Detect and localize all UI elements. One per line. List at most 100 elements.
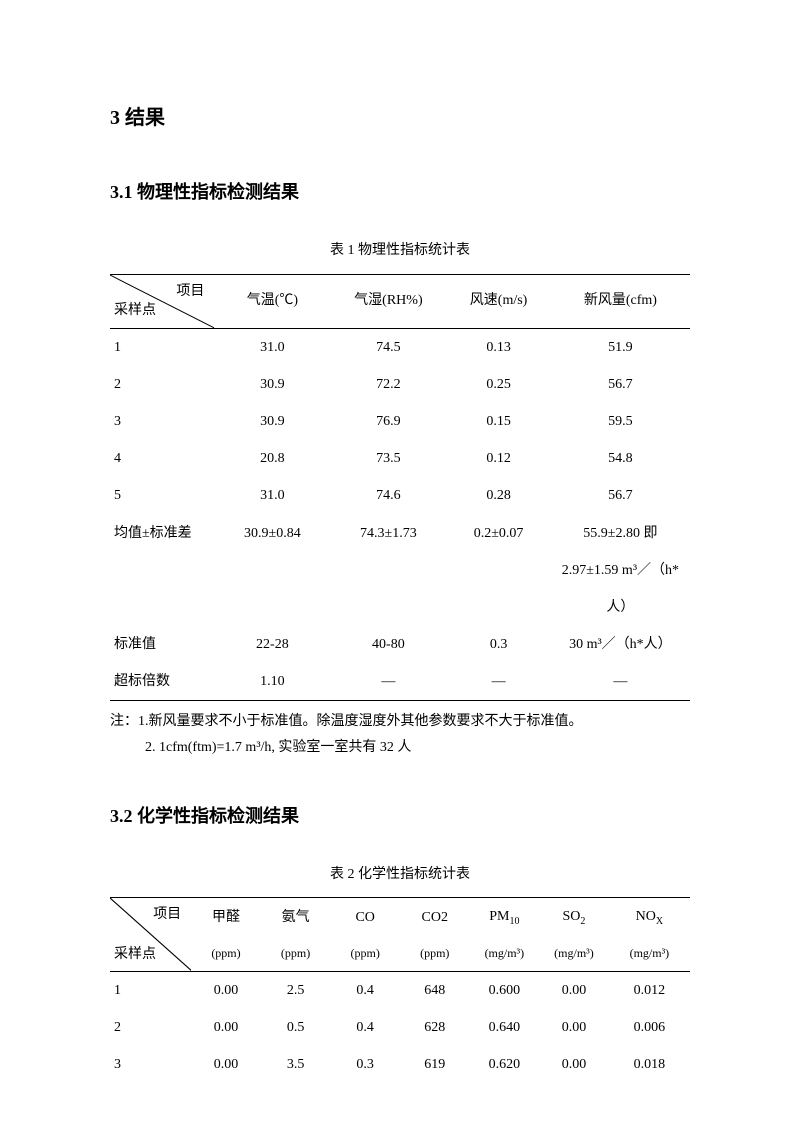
table1-diag-top: 项目 [176, 279, 204, 304]
t2-h3: CO2 [400, 898, 470, 937]
table1-mean-extra1: 2.97±1.59 m³／（h* [551, 552, 690, 589]
table-cell: 0.012 [609, 971, 690, 1009]
table-row-point: 3 [110, 1046, 191, 1083]
table2-diag-top: 项目 [153, 902, 181, 927]
table1-h3: 风速(m/s) [446, 274, 550, 328]
table-row-point: 2 [110, 1009, 191, 1046]
heading-physical: 3.1 物理性指标检测结果 [110, 176, 690, 208]
table-row-point: 3 [110, 403, 214, 440]
table-cell: 0.28 [446, 477, 550, 514]
table-cell: 76.9 [330, 403, 446, 440]
table-row-point: 1 [110, 971, 191, 1009]
table-cell: 0.15 [446, 403, 550, 440]
t2-u3: (ppm) [400, 937, 470, 971]
t2-h4: PM10 [470, 898, 540, 937]
table1-note1: 注：1.新风量要求不小于标准值。除温度湿度外其他参数要求不大于标准值。 [110, 714, 583, 729]
table1-h1: 气温(℃) [214, 274, 330, 328]
table-cell: 72.2 [330, 366, 446, 403]
table-cell: 0.00 [191, 1009, 261, 1046]
table-cell: 0.00 [539, 971, 609, 1009]
table-cell: 3.5 [261, 1046, 331, 1083]
table1-over-2: — [446, 663, 550, 701]
table1-mean-label: 均值±标准差 [110, 515, 214, 552]
t2-h5: SO2 [539, 898, 609, 937]
table-cell: 0.4 [330, 1009, 400, 1046]
heading-chemical: 3.2 化学性指标检测结果 [110, 800, 690, 832]
table-cell: 2.5 [261, 971, 331, 1009]
table-cell: 30.9 [214, 403, 330, 440]
table1-mean-3: 55.9±2.80 即 [551, 515, 690, 552]
table1-over-1: — [330, 663, 446, 701]
table1-std-3: 30 m³／（h*人） [551, 626, 690, 663]
table-cell: 0.640 [470, 1009, 540, 1046]
table-cell: 0.018 [609, 1046, 690, 1083]
table-cell: 31.0 [214, 477, 330, 514]
table-cell: 0.00 [539, 1046, 609, 1083]
t2-u5: (mg/m³) [539, 937, 609, 971]
table-cell: 0.600 [470, 971, 540, 1009]
table-cell: 59.5 [551, 403, 690, 440]
table-cell: 0.00 [539, 1009, 609, 1046]
table2-diag-bottom: 采样点 [114, 942, 156, 967]
table-cell: 30.9 [214, 366, 330, 403]
table1-diag-bottom: 采样点 [114, 298, 156, 323]
table1-caption: 表 1 物理性指标统计表 [110, 238, 690, 263]
table-cell: 0.5 [261, 1009, 331, 1046]
table1-std-label: 标准值 [110, 626, 214, 663]
table2-caption: 表 2 化学性指标统计表 [110, 862, 690, 887]
table-chemical: 项目 采样点 甲醛 氨气 CO CO2 PM10 SO2 NOX (ppm) (… [110, 897, 690, 1083]
table-cell: 0.3 [330, 1046, 400, 1083]
table-cell: 31.0 [214, 328, 330, 366]
table1-std-1: 40-80 [330, 626, 446, 663]
table2-diag-header: 项目 采样点 [110, 898, 191, 971]
table-cell: 20.8 [214, 440, 330, 477]
table1-over-3: — [551, 663, 690, 701]
table1-over-label: 超标倍数 [110, 663, 214, 701]
table1-h4: 新风量(cfm) [551, 274, 690, 328]
t2-u1: (ppm) [261, 937, 331, 971]
table-cell: 0.12 [446, 440, 550, 477]
table-cell: 0.4 [330, 971, 400, 1009]
t2-u4: (mg/m³) [470, 937, 540, 971]
table-cell: 0.25 [446, 366, 550, 403]
table1-mean-1: 74.3±1.73 [330, 515, 446, 552]
table-row-point: 4 [110, 440, 214, 477]
heading-results: 3 结果 [110, 100, 690, 136]
table-cell: 74.5 [330, 328, 446, 366]
table1-note: 注：1.新风量要求不小于标准值。除温度湿度外其他参数要求不大于标准值。 2. 1… [110, 709, 690, 759]
table-cell: 0.13 [446, 328, 550, 366]
table-row-point: 1 [110, 328, 214, 366]
table-cell: 74.6 [330, 477, 446, 514]
table1-std-2: 0.3 [446, 626, 550, 663]
table-cell: 648 [400, 971, 470, 1009]
table-cell: 0.620 [470, 1046, 540, 1083]
t2-u0: (ppm) [191, 937, 261, 971]
table1-mean-2: 0.2±0.07 [446, 515, 550, 552]
table1-mean-0: 30.9±0.84 [214, 515, 330, 552]
table-cell: 56.7 [551, 366, 690, 403]
table-row-point: 5 [110, 477, 214, 514]
table-cell: 0.00 [191, 971, 261, 1009]
table1-h2: 气湿(RH%) [330, 274, 446, 328]
t2-h2: CO [330, 898, 400, 937]
table1-std-0: 22-28 [214, 626, 330, 663]
table1-over-0: 1.10 [214, 663, 330, 701]
table-cell: 51.9 [551, 328, 690, 366]
table-cell: 628 [400, 1009, 470, 1046]
t2-h0: 甲醛 [191, 898, 261, 937]
table-cell: 73.5 [330, 440, 446, 477]
t2-u6: (mg/m³) [609, 937, 690, 971]
table1-mean-extra2: 人） [551, 589, 690, 626]
table-cell: 619 [400, 1046, 470, 1083]
t2-h1: 氨气 [261, 898, 331, 937]
t2-u2: (ppm) [330, 937, 400, 971]
table-cell: 0.00 [191, 1046, 261, 1083]
table-cell: 56.7 [551, 477, 690, 514]
table-row-point: 2 [110, 366, 214, 403]
table1-diag-header: 项目 采样点 [110, 274, 214, 328]
table-cell: 54.8 [551, 440, 690, 477]
table-cell: 0.006 [609, 1009, 690, 1046]
t2-h6: NOX [609, 898, 690, 937]
table-physical: 项目 采样点 气温(℃) 气湿(RH%) 风速(m/s) 新风量(cfm) 13… [110, 274, 690, 702]
table1-note2: 2. 1cfm(ftm)=1.7 m³/h, 实验室一室共有 32 人 [110, 735, 690, 760]
